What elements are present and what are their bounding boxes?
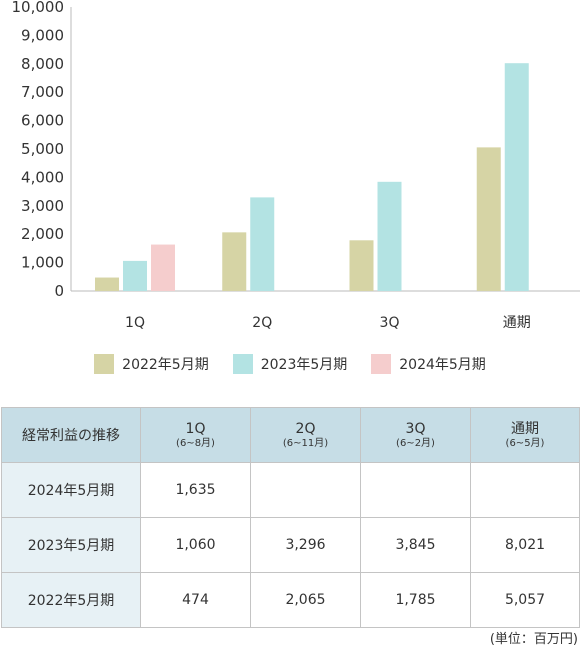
column-header-period: (6~5月) [505,437,545,449]
column-header-label: 3Q [405,420,426,437]
bar-chart: 0 1,000 2,000 3,000 4,000 5,000 6,000 7,000 8,00… [12,0,580,331]
column-header-period: (6~11月) [282,437,329,449]
table-cell: 3,296 [250,517,361,573]
table-cell: 2,065 [250,572,361,628]
y-tick-label: 7,000 [21,83,64,101]
chart-legend: 2022年5月期 2023年5月期 2024年5月期 [0,352,580,376]
table-cell: 8,021 [470,517,580,573]
table-cell: 5,057 [470,572,580,628]
column-header-label: 通期 [511,420,539,437]
table-cell [250,462,361,518]
table-cell: 1,785 [360,572,471,628]
y-tick-label: 6,000 [21,112,64,130]
column-header-label: 2Q [295,420,316,437]
bar [476,147,501,291]
row-label: 2023年5月期 [1,517,141,573]
column-header-period: (6~8月) [176,437,215,449]
column-header-1q: 1Q (6~8月) [140,407,251,463]
bar [123,260,147,291]
column-header-3q: 3Q (6~2月) [360,407,471,463]
table-cell: 1,060 [140,517,251,573]
column-header-full-year: 通期 (6~5月) [470,407,580,463]
bar [377,181,402,291]
y-tick-label: 2,000 [21,225,64,243]
y-tick-label: 3,000 [21,197,64,215]
legend-label-2024: 2024年5月期 [399,357,486,373]
legend-swatch-2022 [94,354,115,374]
legend-item-2023: 2023年5月期 [232,352,348,376]
column-header-2q: 2Q (6~11月) [250,407,361,463]
x-category-label: 通期 [503,315,531,331]
legend-swatch-2024 [371,354,392,374]
row-label: 2024年5月期 [1,462,141,518]
table-cell [360,462,471,518]
bar [250,197,275,291]
y-tick-label: 8,000 [21,55,64,73]
column-header-period: (6~2月) [396,437,435,449]
table-row: 2024年5月期 1,635 [1,462,580,518]
table-cell: 474 [140,572,251,628]
legend-label-2022: 2022年5月期 [122,357,209,373]
table-header-row: 経常利益の推移 1Q (6~8月) 2Q (6~11月) 3Q (6~2月) 通… [1,407,580,463]
recurring-profit-table: 経常利益の推移 1Q (6~8月) 2Q (6~11月) 3Q (6~2月) 通… [1,407,580,628]
bar [222,232,247,291]
legend-item-2024: 2024年5月期 [371,352,486,376]
unit-note: (単位：百万円) [489,632,578,647]
x-category-label: 2Q [252,315,272,331]
table-row: 2022年5月期 474 2,065 1,785 5,057 [1,572,580,628]
legend-label-2023: 2023年5月期 [260,357,348,373]
table-cell: 1,635 [140,462,251,518]
y-tick-label: 0 [54,282,64,300]
y-tick-label: 10,000 [12,0,65,16]
table-row: 2023年5月期 1,060 3,296 3,845 8,021 [1,517,580,573]
row-label: 2022年5月期 [1,572,141,628]
table-cell: 3,845 [360,517,471,573]
bar [95,277,119,291]
legend-item-2022: 2022年5月期 [94,352,209,376]
y-tick-label: 5,000 [21,140,64,158]
bar [349,240,374,291]
bar [504,63,529,291]
y-tick-label: 1,000 [21,254,64,272]
table-corner-label: 経常利益の推移 [1,407,141,463]
bar [151,244,175,291]
x-category-label: 1Q [125,315,145,331]
y-tick-label: 4,000 [21,168,64,186]
column-header-label: 1Q [185,420,206,437]
legend-swatch-2023 [232,354,253,374]
x-category-label: 3Q [380,315,400,331]
y-tick-label: 9,000 [21,26,64,44]
table-cell [470,462,580,518]
